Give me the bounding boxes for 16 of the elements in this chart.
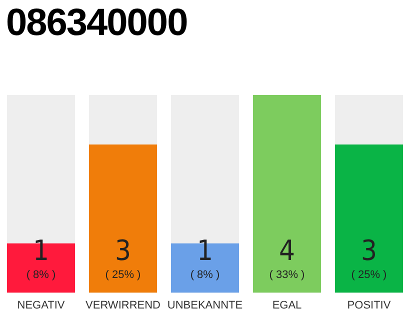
chart-title: 086340000 [6, 2, 188, 45]
x-tick-label: UNBEKANNTE [167, 299, 243, 312]
annotation: ( 25% ) [105, 268, 141, 281]
data-label: 3 [360, 234, 378, 268]
data-label: 1 [196, 234, 214, 268]
annotation: ( 25% ) [351, 268, 387, 281]
x-tick-label: EGAL [272, 299, 302, 312]
annotation: ( 8% ) [190, 268, 220, 281]
annotation: ( 8% ) [26, 268, 56, 281]
data-label: 4 [278, 234, 296, 268]
x-tick-label: NEGATIV [17, 299, 66, 312]
data-label: 1 [32, 234, 50, 268]
x-tick-label: VERWIRREND [86, 299, 161, 312]
annotation: ( 33% ) [269, 268, 305, 281]
data-label: 3 [114, 234, 132, 268]
x-tick-label: POSITIV [347, 299, 392, 312]
